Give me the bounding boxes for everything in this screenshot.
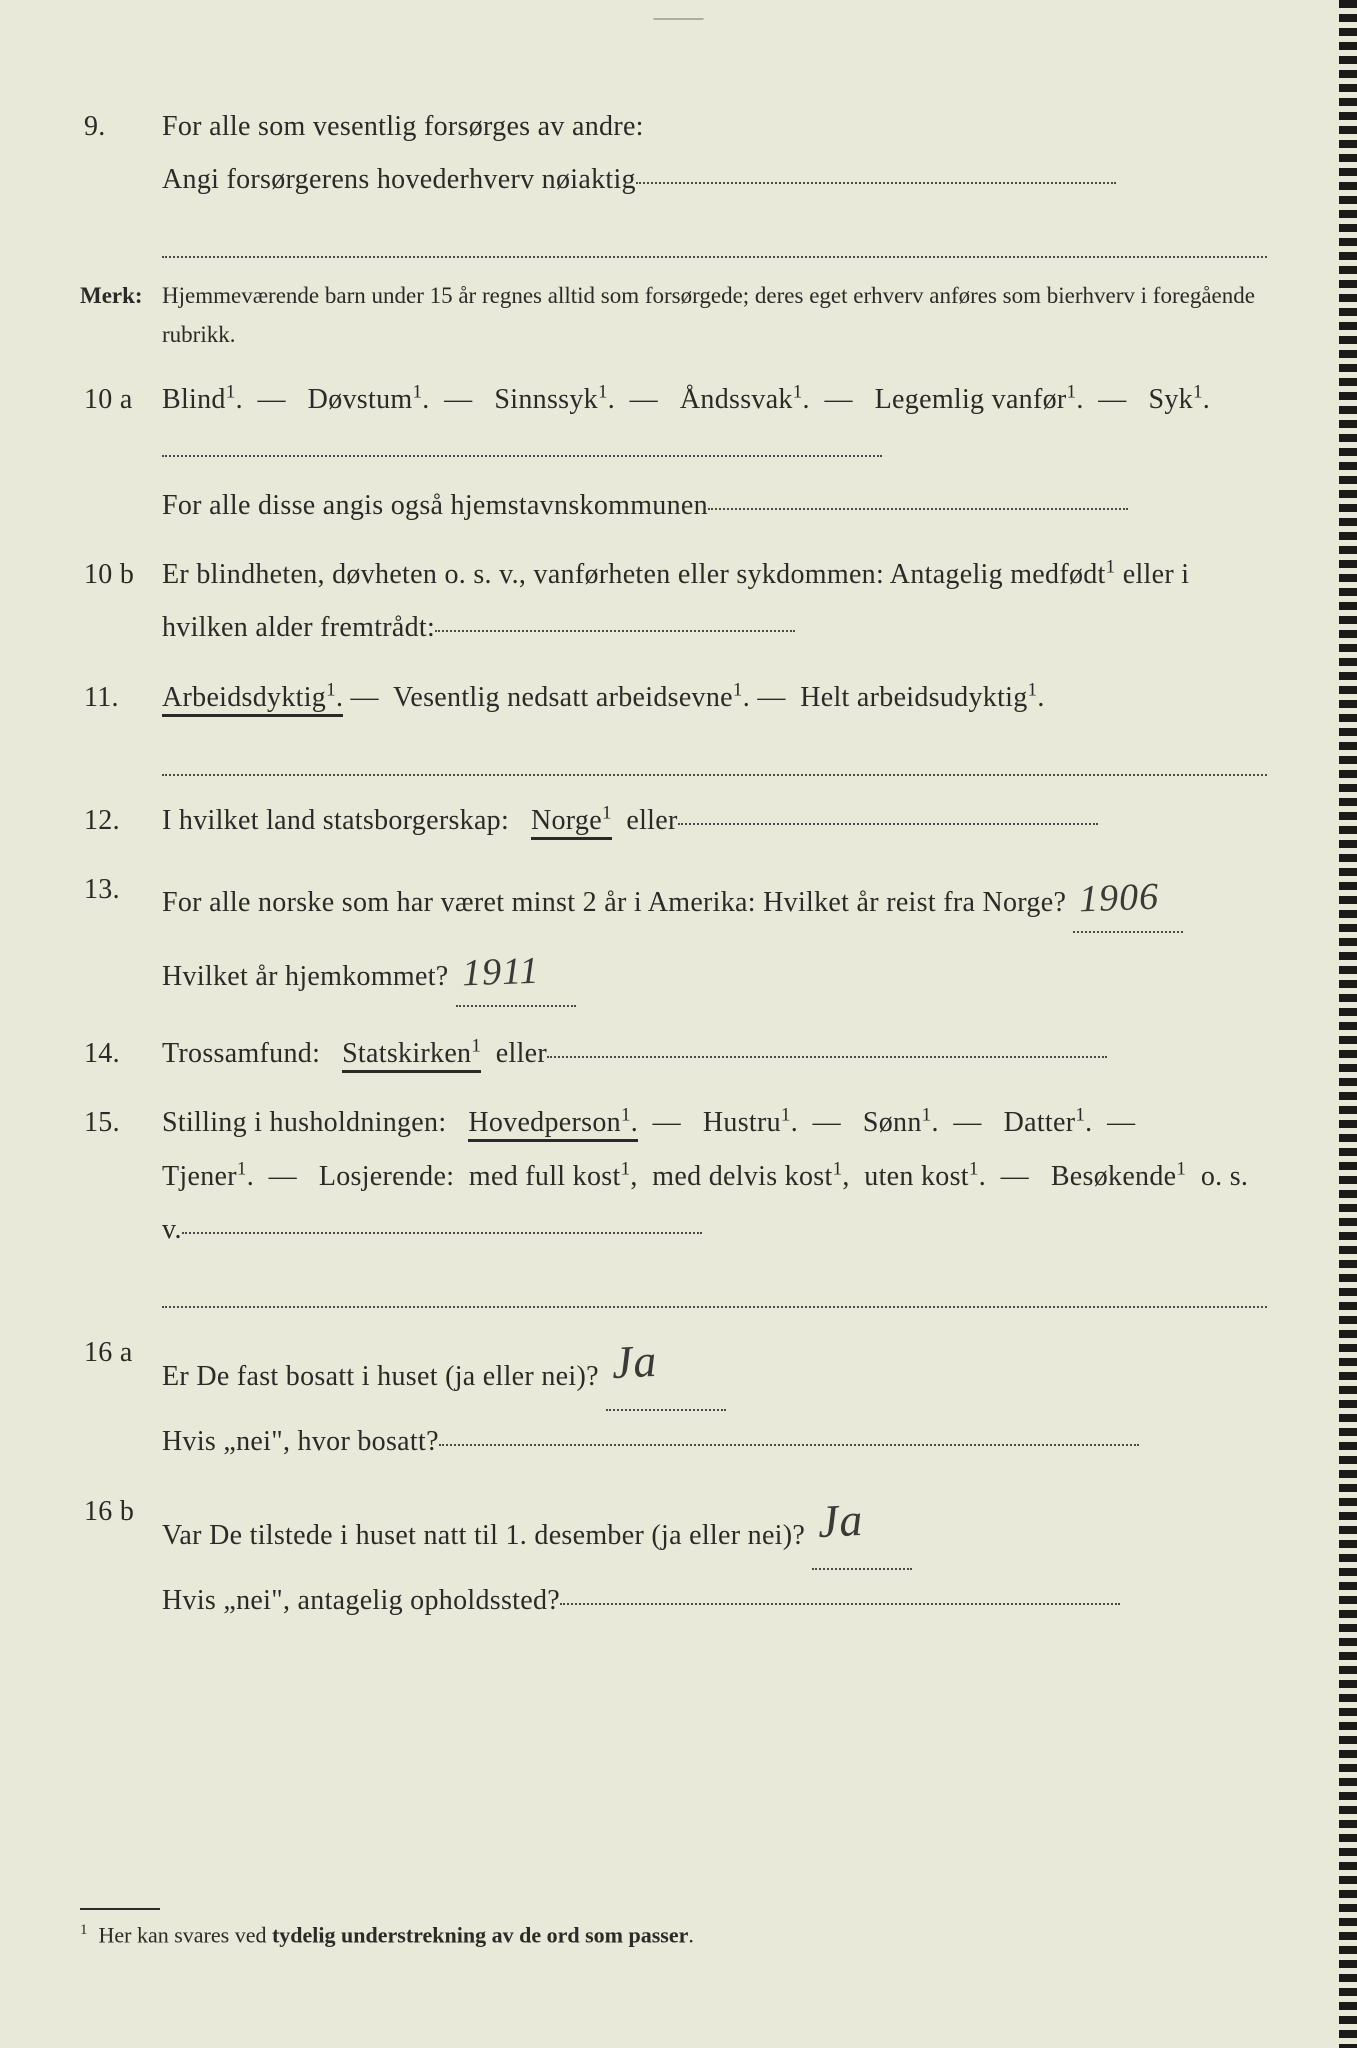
q16b-q1: Var De tilstede i huset natt til 1. dese… bbox=[162, 1520, 805, 1551]
question-content: Var De tilstede i huset natt til 1. dese… bbox=[162, 1485, 1267, 1628]
opt-statskirken-selected: Statskirken1 bbox=[342, 1038, 481, 1073]
q13-text: For alle norske som har været minst 2 år… bbox=[162, 887, 1066, 918]
q15-text: Stilling i husholdningen: bbox=[162, 1107, 446, 1138]
opt-andssvak: Åndssvak bbox=[680, 384, 793, 415]
question-content: Arbeidsdyktig1. — Vesentlig nedsatt arbe… bbox=[162, 671, 1267, 724]
answer-1906: 1906 bbox=[1072, 860, 1166, 935]
opt-besokende: Besøkende bbox=[1051, 1161, 1177, 1192]
question-content: For alle norske som har været minst 2 år… bbox=[162, 863, 1267, 1011]
blank-line bbox=[560, 1603, 1120, 1605]
footnote: 1 Her kan svares ved tydelig understrekn… bbox=[80, 1898, 1237, 1948]
question-content: Stilling i husholdningen: Hovedperson1. … bbox=[162, 1096, 1267, 1256]
blank-line-full bbox=[162, 740, 1267, 776]
answer-field: 1911 bbox=[456, 933, 576, 1007]
q14-suffix: eller bbox=[496, 1038, 547, 1069]
q16a-q2: Hvis „nei", hvor bosatt? bbox=[162, 1426, 439, 1457]
opt-udyktig: Helt arbeidsudyktig bbox=[800, 682, 1027, 713]
question-content: Er blindheten, døvheten o. s. v., vanfør… bbox=[162, 548, 1267, 654]
opt-sonn: Sønn bbox=[863, 1107, 922, 1138]
opt-delvis-kost: med delvis kost bbox=[652, 1161, 832, 1192]
opt-datter: Datter bbox=[1004, 1107, 1076, 1138]
q9-line2: Angi forsørgerens hovederhverv nøiaktig bbox=[162, 164, 636, 195]
opt-legemlig: Legemlig vanfør bbox=[875, 384, 1067, 415]
blank-line-full bbox=[162, 1272, 1267, 1308]
blank-line bbox=[636, 182, 1116, 184]
q12-suffix: eller bbox=[626, 805, 677, 836]
question-15: 15. Stilling i husholdningen: Hovedperso… bbox=[80, 1096, 1267, 1256]
answer-1911: 1911 bbox=[455, 935, 547, 1010]
question-content: For alle som vesentlig forsørges av andr… bbox=[162, 100, 1267, 206]
question-number: 16 a bbox=[80, 1326, 162, 1469]
opt-uten-kost: uten kost bbox=[864, 1161, 969, 1192]
film-edge bbox=[1339, 0, 1357, 2048]
question-number: 10 b bbox=[80, 548, 162, 654]
footnote-marker: 1 bbox=[226, 381, 236, 402]
question-number: 12. bbox=[80, 794, 162, 847]
question-content: I hvilket land statsborgerskap: Norge1 e… bbox=[162, 794, 1267, 847]
question-16b: 16 b Var De tilstede i huset natt til 1.… bbox=[80, 1485, 1267, 1628]
opt-hovedperson-selected: Hovedperson1. bbox=[468, 1107, 638, 1142]
question-number: 15. bbox=[80, 1096, 162, 1256]
merk-text: Hjemmeværende barn under 15 år regnes al… bbox=[162, 276, 1267, 354]
footnote-post: . bbox=[688, 1922, 694, 1947]
blank-line bbox=[547, 1056, 1107, 1058]
blank-line bbox=[182, 1232, 702, 1234]
q16a-q1: Er De fast bosatt i huset (ja eller nei)… bbox=[162, 1361, 599, 1392]
merk-note: Merk: Hjemmeværende barn under 15 år reg… bbox=[80, 276, 1267, 354]
question-10b: 10 b Er blindheten, døvheten o. s. v., v… bbox=[80, 548, 1267, 654]
answer-ja: Ja bbox=[604, 1317, 666, 1407]
footnote-pre: Her kan svares ved bbox=[98, 1922, 272, 1947]
answer-ja: Ja bbox=[810, 1475, 872, 1565]
opt-nedsatt: Vesentlig nedsatt arbeidsevne bbox=[393, 682, 733, 713]
blank-line bbox=[162, 455, 882, 457]
question-16a: 16 a Er De fast bosatt i huset (ja eller… bbox=[80, 1326, 1267, 1469]
opt-arbeidsdyktig-selected: Arbeidsdyktig1. bbox=[162, 682, 343, 717]
q16b-q2: Hvis „nei", antagelig opholdssted? bbox=[162, 1585, 560, 1616]
blank-line-full bbox=[162, 222, 1267, 258]
blank-line bbox=[435, 630, 795, 632]
q12-text: I hvilket land statsborgerskap: bbox=[162, 805, 509, 836]
answer-field: 1906 bbox=[1073, 859, 1183, 933]
q9-line1: For alle som vesentlig forsørges av andr… bbox=[162, 111, 644, 142]
answer-field: Ja bbox=[606, 1322, 726, 1411]
opt-dovstum: Døvstum bbox=[308, 384, 413, 415]
opt-syk: Syk bbox=[1148, 384, 1192, 415]
footnote-bold: tydelig understrekning av de ord som pas… bbox=[272, 1922, 688, 1947]
question-number: 11. bbox=[80, 671, 162, 724]
question-12: 12. I hvilket land statsborgerskap: Norg… bbox=[80, 794, 1267, 847]
blank-line bbox=[439, 1444, 1139, 1446]
question-number: 10 a bbox=[80, 373, 162, 533]
question-number: 13. bbox=[80, 863, 162, 1011]
question-9: 9. For alle som vesentlig forsørges av a… bbox=[80, 100, 1267, 206]
opt-norge-selected: Norge1 bbox=[531, 805, 612, 840]
question-content: Er De fast bosatt i huset (ja eller nei)… bbox=[162, 1326, 1267, 1469]
q10a-line2: For alle disse angis også hjemstavnskomm… bbox=[162, 490, 708, 521]
question-11: 11. Arbeidsdyktig1. — Vesentlig nedsatt … bbox=[80, 671, 1267, 724]
opt-tjener: Tjener bbox=[162, 1161, 237, 1192]
census-form-page: 9. For alle som vesentlig forsørges av a… bbox=[0, 0, 1357, 2048]
merk-label: Merk: bbox=[80, 276, 162, 354]
question-14: 14. Trossamfund: Statskirken1 eller bbox=[80, 1027, 1267, 1080]
footnote-marker: 1 bbox=[80, 1922, 87, 1938]
opt-hustru: Hustru bbox=[703, 1107, 781, 1138]
q13-text2: Hvilket år hjemkommet? bbox=[162, 961, 449, 992]
blank-line bbox=[678, 823, 1098, 825]
question-content: Trossamfund: Statskirken1 eller bbox=[162, 1027, 1267, 1080]
losjerende-label: Losjerende: bbox=[319, 1161, 454, 1192]
question-10a: 10 a Blind1. — Døvstum1. — Sinnssyk1. — … bbox=[80, 373, 1267, 533]
question-number: 14. bbox=[80, 1027, 162, 1080]
question-content: Blind1. — Døvstum1. — Sinnssyk1. — Åndss… bbox=[162, 373, 1267, 533]
paper-tear bbox=[644, 0, 714, 20]
footnote-rule bbox=[80, 1908, 160, 1910]
question-13: 13. For alle norske som har været minst … bbox=[80, 863, 1267, 1011]
q10b-text: Er blindheten, døvheten o. s. v., vanfør… bbox=[162, 559, 1106, 590]
opt-blind: Blind bbox=[162, 384, 226, 415]
opt-full-kost: med full kost bbox=[469, 1161, 621, 1192]
question-number: 9. bbox=[80, 100, 162, 206]
opt-sinnssyk: Sinnssyk bbox=[494, 384, 598, 415]
blank-line bbox=[708, 508, 1128, 510]
q14-text: Trossamfund: bbox=[162, 1038, 320, 1069]
answer-field: Ja bbox=[812, 1481, 912, 1570]
question-number: 16 b bbox=[80, 1485, 162, 1628]
